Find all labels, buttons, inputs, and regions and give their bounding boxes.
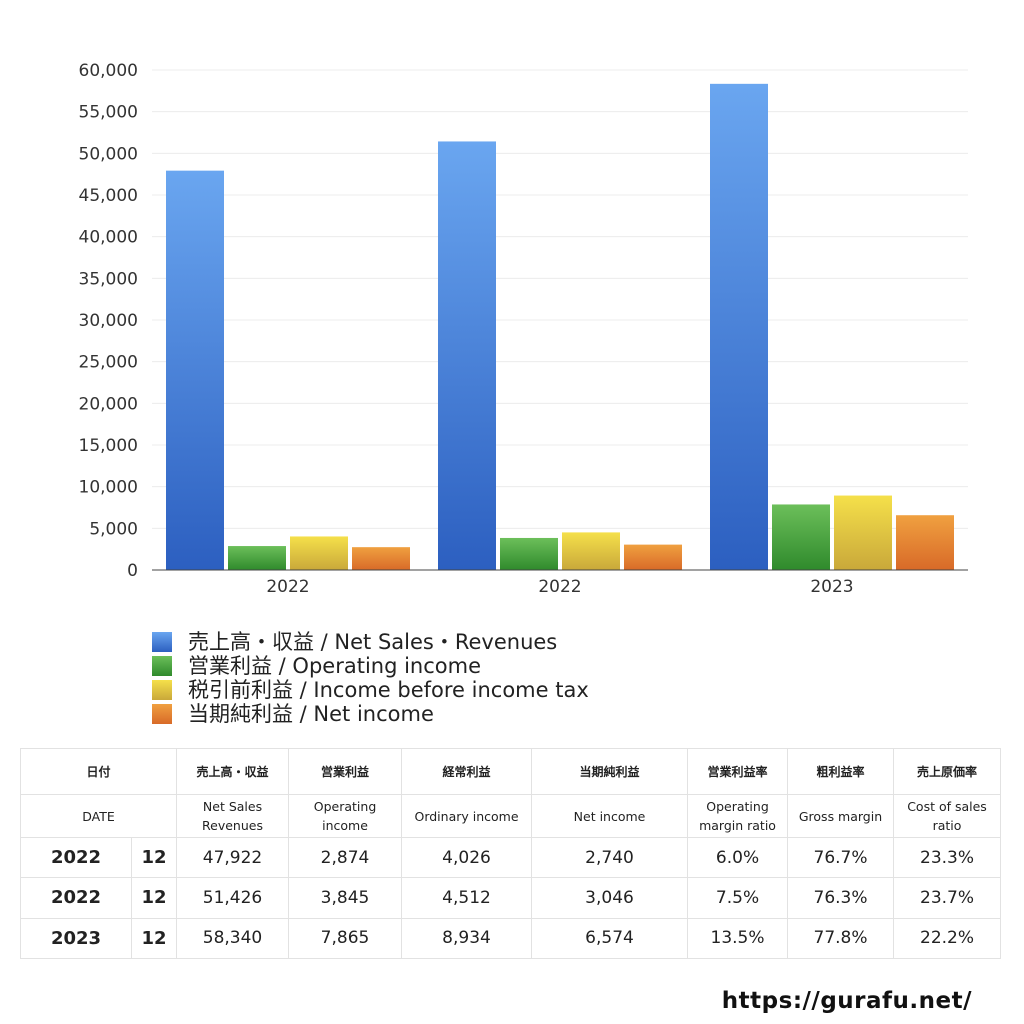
header-net-income-en: Net income	[531, 794, 689, 838]
cell-net-income: 3,046	[531, 877, 689, 919]
net-income-bar	[896, 515, 954, 570]
income-before-tax-bar	[290, 536, 348, 570]
operating-income-bar	[228, 546, 286, 570]
header-net-income-jp: 当期純利益	[531, 748, 689, 795]
header-date-en: DATE	[19, 794, 178, 838]
legend-item-income-before-tax: 税引前利益 / Income before income tax	[152, 678, 589, 702]
legend-item-net-income: 当期純利益 / Net income	[152, 702, 589, 726]
y-tick-label: 25,000	[79, 353, 138, 373]
net-income-bar	[624, 544, 682, 570]
y-tick-label: 30,000	[79, 311, 138, 331]
y-tick-label: 50,000	[79, 144, 138, 164]
y-tick-label: 15,000	[79, 436, 138, 456]
gridlines	[152, 69, 968, 529]
net-sales-bar	[710, 83, 768, 570]
legend: 売上高・収益 / Net Sales・Revenues 営業利益 / Opera…	[152, 630, 589, 726]
legend-swatch	[152, 680, 172, 700]
row-year: 2022	[20, 836, 132, 879]
cell-gross-margin: 76.3%	[787, 877, 895, 919]
header-date-jp: 日付	[19, 748, 178, 795]
legend-swatch	[152, 656, 172, 676]
income-before-tax-bar	[834, 495, 892, 570]
row-year: 2022	[20, 877, 132, 919]
header-net-sales-en: Net Sales Revenues	[176, 794, 290, 838]
cell-ordinary-income: 4,026	[401, 836, 533, 879]
y-tick-label: 40,000	[79, 228, 138, 248]
header-gross-margin-en: Gross margin	[787, 794, 895, 838]
x-tick-label: 2023	[810, 577, 853, 597]
cell-operating-margin: 7.5%	[687, 877, 789, 919]
cell-gross-margin: 76.7%	[787, 836, 895, 879]
cell-operating-margin: 6.0%	[687, 836, 789, 879]
cell-gross-margin: 77.8%	[787, 917, 895, 960]
header-gross-margin-jp: 粗利益率	[787, 748, 895, 795]
cell-net-sales: 51,426	[176, 877, 290, 919]
x-axis-tick-labels: 2022 2022 2023	[266, 577, 853, 597]
legend-swatch	[152, 632, 172, 652]
header-row-en: DATE Net Sales Revenues Operating income…	[19, 794, 1002, 838]
y-tick-label: 55,000	[79, 103, 138, 123]
operating-income-bar	[772, 504, 830, 570]
cell-net-income: 6,574	[531, 917, 689, 960]
income-before-tax-bar	[562, 532, 620, 570]
cell-operating-income: 3,845	[288, 877, 403, 919]
cell-cost-of-sales: 22.2%	[893, 917, 1002, 960]
table-row: 2022 12 47,922 2,874 4,026 2,740 6.0% 76…	[20, 836, 1002, 879]
y-tick-label: 5,000	[89, 519, 138, 539]
cell-cost-of-sales: 23.3%	[893, 836, 1002, 879]
legend-item-operating-income: 営業利益 / Operating income	[152, 654, 589, 678]
header-ordinary-income-jp: 経常利益	[401, 748, 533, 795]
header-ordinary-income-en: Ordinary income	[401, 794, 533, 838]
header-row-jp: 日付 売上高・収益 営業利益 経常利益 当期純利益 営業利益率 粗利益率 売上原…	[19, 748, 1002, 795]
x-tick-label: 2022	[538, 577, 581, 597]
bar-chart: 0 5,000 10,000 15,000 20,000 25,000 30,000 35,0…	[79, 61, 968, 597]
row-month: 12	[130, 917, 178, 960]
y-tick-label: 45,000	[79, 186, 138, 206]
legend-label: 税引前利益 / Income before income tax	[188, 678, 589, 702]
net-income-bar	[352, 547, 410, 570]
table-row: 2023 12 58,340 7,865 8,934 6,574 13.5% 7…	[20, 917, 1002, 960]
header-operating-income-en: Operating income	[288, 794, 403, 838]
cell-operating-income: 7,865	[288, 917, 403, 960]
y-tick-label: 20,000	[79, 394, 138, 414]
cell-net-income: 2,740	[531, 836, 689, 879]
y-tick-label: 10,000	[79, 478, 138, 498]
row-month: 12	[130, 836, 178, 879]
header-operating-margin-en: Operating margin ratio	[687, 794, 789, 838]
site-url: https://gurafu.net/	[721, 988, 972, 1014]
y-tick-label: 60,000	[79, 61, 138, 81]
legend-swatch	[152, 704, 172, 724]
header-operating-margin-jp: 営業利益率	[687, 748, 789, 795]
row-year: 2023	[20, 917, 132, 960]
header-operating-income-jp: 営業利益	[288, 748, 403, 795]
legend-label: 売上高・収益 / Net Sales・Revenues	[188, 630, 558, 654]
cell-cost-of-sales: 23.7%	[893, 877, 1002, 919]
cell-net-sales: 47,922	[176, 836, 290, 879]
x-tick-label: 2022	[266, 577, 309, 597]
cell-operating-margin: 13.5%	[687, 917, 789, 960]
legend-label: 当期純利益 / Net income	[188, 702, 434, 726]
cell-operating-income: 2,874	[288, 836, 403, 879]
y-axis-tick-labels: 0 5,000 10,000 15,000 20,000 25,000 30,000 35,0…	[79, 61, 138, 581]
cell-net-sales: 58,340	[176, 917, 290, 960]
y-tick-label: 35,000	[79, 269, 138, 289]
net-sales-bar	[166, 170, 224, 570]
bars	[166, 83, 954, 570]
row-month: 12	[130, 877, 178, 919]
header-cost-of-sales-jp: 売上原価率	[893, 748, 1002, 795]
legend-label: 営業利益 / Operating income	[188, 654, 482, 678]
cell-ordinary-income: 4,512	[401, 877, 533, 919]
legend-item-net-sales: 売上高・収益 / Net Sales・Revenues	[152, 630, 589, 654]
table-row: 2022 12 51,426 3,845 4,512 3,046 7.5% 76…	[20, 877, 1002, 919]
operating-income-bar	[500, 537, 558, 570]
cell-ordinary-income: 8,934	[401, 917, 533, 960]
header-cost-of-sales-en: Cost of sales ratio	[893, 794, 1002, 838]
header-net-sales-jp: 売上高・収益	[176, 748, 290, 795]
y-tick-label: 0	[127, 561, 138, 581]
financial-data-table: 日付 売上高・収益 営業利益 経常利益 当期純利益 営業利益率 粗利益率 売上原…	[19, 748, 1002, 960]
net-sales-bar	[438, 141, 496, 570]
